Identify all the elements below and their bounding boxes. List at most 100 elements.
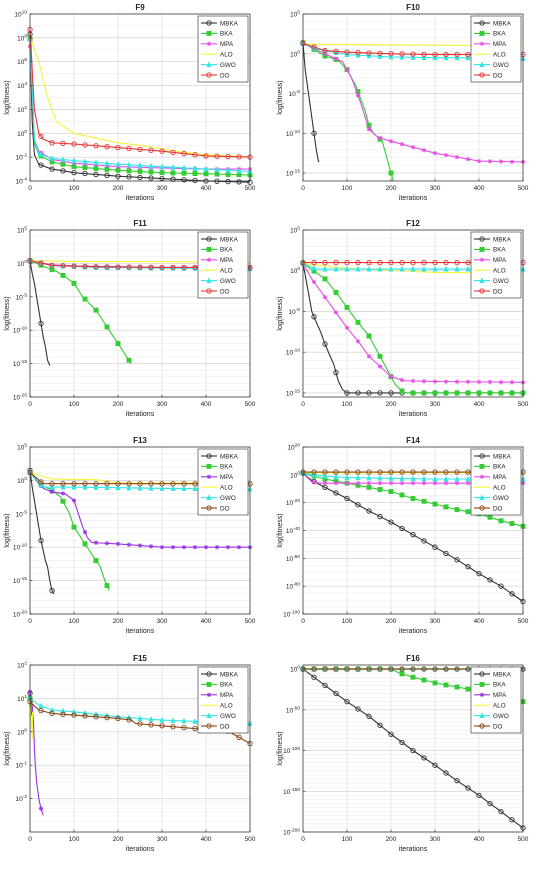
star-marker-bar — [367, 354, 371, 359]
y-axis-label: log(fitness) — [277, 513, 284, 547]
y-tick-label: 101 — [17, 694, 27, 703]
series-marker-mpa — [236, 545, 242, 550]
star-marker-bar — [215, 545, 219, 550]
series-marker-mpa — [432, 379, 438, 384]
legend-marker-mbka — [206, 20, 212, 26]
series-marker-do — [333, 259, 339, 266]
series-marker-mpa — [509, 159, 515, 164]
legend: MBKA BKA MPA ALO GWO DO — [470, 448, 522, 516]
x-tick-label: 500 — [245, 401, 256, 408]
series-line-mbka — [302, 43, 320, 163]
legend-marker-bka — [479, 30, 485, 36]
series-marker-do — [104, 714, 110, 721]
series-marker-mbka — [410, 532, 416, 538]
subplot-title: F13 — [133, 436, 147, 445]
star-marker-bar — [83, 530, 87, 535]
legend-label-alo: ALO — [493, 485, 506, 492]
series-marker-mpa — [311, 479, 317, 485]
series-marker-gwo — [38, 151, 44, 157]
star-marker-bar — [323, 481, 327, 486]
legend-label-gwo: GWO — [220, 278, 236, 285]
series-marker-mpa — [225, 545, 231, 550]
legend-label-do: DO — [220, 723, 230, 730]
series-marker-mbka — [355, 502, 361, 508]
x-tick-label: 500 — [245, 618, 256, 625]
x-axis-label: iterations — [126, 195, 155, 202]
x-tick-label: 200 — [386, 185, 397, 192]
series-marker-mpa — [498, 159, 504, 164]
series-marker-do — [71, 141, 77, 147]
series-marker-bka — [465, 390, 471, 396]
y-tick-label: 102 — [17, 661, 27, 670]
star-marker-bar — [207, 257, 211, 262]
series-marker-bka — [60, 272, 66, 278]
series-marker-mbka — [454, 557, 460, 563]
series-marker-do — [366, 666, 372, 672]
y-tick-label: 10-10 — [13, 326, 27, 335]
series-marker-mbka — [432, 544, 438, 550]
y-tick-label: 10-15 — [286, 388, 300, 397]
x-axis-label: iterations — [126, 411, 155, 418]
series-marker-do — [115, 481, 121, 487]
series-marker-gwo — [82, 483, 88, 490]
series-marker-mpa — [410, 145, 416, 150]
series-marker-mbka — [454, 778, 460, 784]
series-marker-do — [82, 481, 88, 487]
series-marker-gwo — [236, 167, 242, 174]
series-marker-do — [454, 51, 460, 58]
series-marker-mbka — [115, 173, 121, 179]
series-marker-bka — [432, 680, 438, 686]
star-marker-bar — [138, 543, 142, 548]
y-tick-label: 1020 — [287, 443, 300, 452]
series-marker-bka — [366, 484, 372, 490]
series-marker-do — [410, 469, 416, 475]
legend-marker-mbka — [206, 453, 212, 459]
legend-marker-do — [479, 723, 485, 729]
y-tick-label: 10-5 — [16, 292, 28, 301]
legend-marker-mpa — [479, 257, 485, 262]
series-marker-mpa — [355, 480, 361, 486]
series-marker-do — [443, 469, 449, 475]
series-marker-mbka — [355, 390, 361, 396]
legend-marker-gwo — [479, 712, 485, 719]
series-marker-mpa — [333, 310, 339, 315]
series-marker-gwo — [93, 159, 99, 165]
x-axis-label: iterations — [126, 846, 155, 853]
legend-marker-do — [206, 288, 212, 294]
x-tick-label: 400 — [201, 185, 212, 192]
series-marker-do — [170, 149, 176, 156]
series-marker-mpa — [432, 150, 438, 156]
legend-label-mpa: MPA — [220, 257, 234, 264]
axes-box — [29, 664, 251, 833]
legend-marker-bka — [479, 463, 485, 469]
star-marker-bar — [72, 498, 76, 503]
series-marker-bka — [159, 170, 165, 176]
series-marker-mpa — [192, 545, 198, 550]
legend-marker-do — [206, 723, 212, 729]
legend-label-mpa: MPA — [220, 474, 234, 481]
series-marker-gwo — [181, 717, 187, 724]
series-marker-bka — [498, 390, 504, 396]
series-marker-do — [192, 264, 198, 271]
series-marker-mpa — [71, 498, 77, 503]
subplot-f11: 0 100 200 300 400 500 10-20 10-15 10-10 10-5 100 10… — [4, 219, 256, 418]
legend-label-mpa: MPA — [493, 474, 507, 481]
series-marker-mpa — [137, 543, 143, 548]
star-marker-bar — [455, 379, 459, 384]
x-tick-label: 400 — [201, 836, 212, 843]
x-tick-label: 0 — [301, 401, 305, 408]
series-marker-gwo — [421, 475, 427, 482]
series-marker-mbka — [465, 564, 471, 570]
series-marker-do — [344, 49, 350, 55]
star-marker-bar — [207, 692, 211, 697]
series-marker-do — [421, 666, 427, 672]
series-marker-bka — [181, 170, 187, 176]
series-line-mpa — [302, 263, 524, 383]
legend-label-mpa: MPA — [493, 257, 507, 264]
series-marker-bka — [454, 684, 460, 690]
series-marker-gwo — [322, 265, 328, 272]
y-tick-label: 104 — [17, 81, 27, 90]
series-marker-mpa — [38, 806, 44, 811]
star-marker-bar — [499, 380, 503, 384]
series-marker-do — [203, 153, 209, 159]
